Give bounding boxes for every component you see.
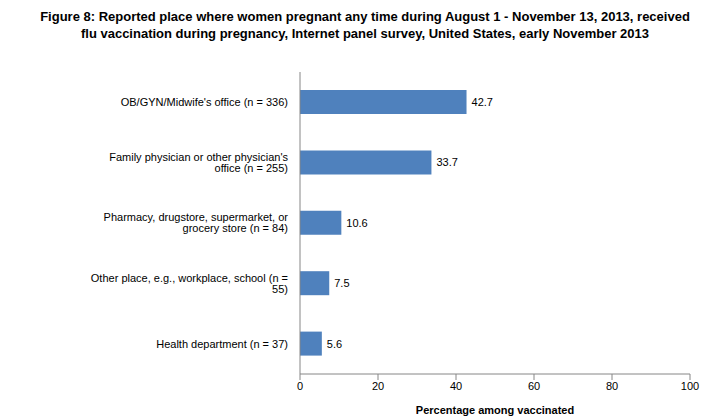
svg-text:42.7: 42.7	[472, 96, 493, 108]
svg-text:5.6: 5.6	[327, 338, 342, 350]
svg-text:40: 40	[450, 380, 462, 392]
svg-text:Health department (n = 37): Health department (n = 37)	[156, 338, 288, 350]
svg-text:Pharmacy, drugstore, supermark: Pharmacy, drugstore, supermarket, orgroc…	[104, 211, 289, 234]
svg-text:80: 80	[606, 380, 618, 392]
svg-text:10.6: 10.6	[346, 217, 367, 229]
svg-text:Percentage among vaccinated: Percentage among vaccinated	[416, 404, 574, 416]
svg-text:33.7: 33.7	[436, 156, 457, 168]
svg-text:OB/GYN/Midwife's office (n = 3: OB/GYN/Midwife's office (n = 336)	[121, 96, 288, 108]
html-text:Figure 8: Reported place where: Figure 8: Reported place where women pre…	[40, 9, 690, 41]
svg-text:100: 100	[681, 380, 699, 392]
svg-text:0: 0	[297, 380, 303, 392]
svg-text:Family physician or other phys: Family physician or other physician'soff…	[109, 151, 288, 174]
svg-text:60: 60	[528, 380, 540, 392]
svg-text:Other place, e.g., workplace,: Other place, e.g., workplace, school (n …	[91, 272, 288, 295]
svg-text:7.5: 7.5	[334, 277, 349, 289]
svg-text:20: 20	[372, 380, 384, 392]
